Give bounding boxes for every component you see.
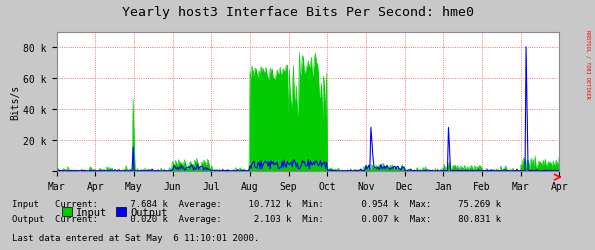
Text: Output  Current:      0.020 k  Average:      2.103 k  Min:       0.007 k  Max:  : Output Current: 0.020 k Average: 2.103 k…	[12, 214, 501, 223]
Text: Yearly host3 Interface Bits Per Second: hme0: Yearly host3 Interface Bits Per Second: …	[121, 6, 474, 19]
Y-axis label: Bits/s: Bits/s	[11, 84, 20, 120]
Text: RRDTOOL / TOBI OETIKER: RRDTOOL / TOBI OETIKER	[585, 30, 590, 98]
Legend: Input, Output: Input, Output	[62, 207, 168, 217]
Text: Last data entered at Sat May  6 11:10:01 2000.: Last data entered at Sat May 6 11:10:01 …	[12, 233, 259, 242]
Text: Input   Current:      7.684 k  Average:     10.712 k  Min:       0.954 k  Max:  : Input Current: 7.684 k Average: 10.712 k…	[12, 199, 501, 208]
